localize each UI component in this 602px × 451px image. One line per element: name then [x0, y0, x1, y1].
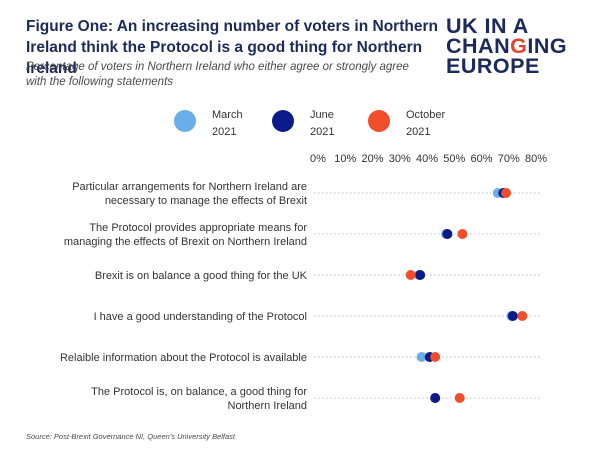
legend-year-march: 2021: [212, 126, 237, 138]
category-label: The Protocol provides appropriate means …: [89, 222, 307, 234]
legend-year-june: 2021: [310, 126, 335, 138]
x-tick-label: 60%: [470, 153, 492, 165]
chart-title-line-1: Figure One: An increasing number of vote…: [26, 18, 438, 35]
logo-line-1: UK IN A: [446, 14, 529, 38]
logo-line-2-accent: G: [510, 34, 528, 58]
data-point-october: [457, 229, 468, 239]
legend-dot-june: [272, 110, 294, 132]
category-label: necessary to manage the effects of Brexi…: [105, 195, 307, 207]
chart-subtitle-line-2: with the following statements: [26, 76, 174, 88]
legend-dot-march: [174, 110, 196, 132]
chart-subtitle-line-1: Percentage of voters in Northern Ireland…: [26, 61, 409, 73]
logo-line-2-part-a: CHAN: [446, 34, 511, 58]
logo-line-2-part-c: ING: [527, 34, 568, 58]
data-point-june: [507, 311, 518, 321]
legend-name-march: March: [212, 109, 243, 121]
logo-line-2: CHANGING: [446, 34, 586, 58]
x-tick-label: 80%: [525, 153, 547, 165]
uk-in-a-changing-europe-logo: UK IN A CHANGING EUROPE: [446, 14, 586, 78]
x-tick-label: 50%: [443, 153, 465, 165]
legend-label-october: October 2021: [406, 109, 445, 139]
legend-name-october: October: [406, 109, 446, 121]
legend-year-october: 2021: [406, 126, 431, 138]
x-tick-label: 40%: [416, 153, 438, 165]
x-tick-label: 70%: [498, 153, 520, 165]
data-point-october: [405, 270, 416, 280]
data-point-june: [430, 393, 441, 403]
data-point-june: [442, 229, 453, 239]
category-label: I have a good understanding of the Proto…: [94, 311, 307, 323]
data-point-june: [415, 270, 426, 280]
data-point-october: [430, 352, 441, 362]
category-label: Brexit is on balance a good thing for th…: [95, 270, 308, 282]
legend-label-march: March 2021: [212, 109, 243, 139]
x-tick-label: 30%: [389, 153, 411, 165]
x-tick-label: 0%: [310, 153, 326, 165]
source-note: Source: Post-Brexit Governance NI, Queen…: [26, 432, 236, 441]
category-label: Particular arrangements for Northern Ire…: [72, 181, 307, 193]
legend-dot-october: [368, 110, 390, 132]
x-tick-label: 10%: [334, 153, 356, 165]
category-label: Relaible information about the Protocol …: [60, 352, 307, 364]
data-point-october: [454, 393, 465, 403]
chart-title-line-2: Ireland think the Protocol is a good thi…: [26, 39, 423, 77]
category-label: managing the effects of Brexit on Northe…: [64, 236, 307, 248]
x-tick-label: 20%: [361, 153, 383, 165]
logo-line-3: EUROPE: [446, 54, 540, 78]
category-label: The Protocol is, on balance, a good thin…: [91, 386, 307, 398]
data-point-october: [517, 311, 528, 321]
data-point-october: [501, 188, 512, 198]
chart-title: Figure One: An increasing number of vote…: [26, 16, 446, 79]
category-label: Northern Ireland: [228, 400, 308, 412]
legend-name-june: June: [310, 109, 334, 121]
data-point-march: [416, 352, 427, 362]
chart-subtitle: Percentage of voters in Northern Ireland…: [26, 60, 456, 90]
legend-label-june: June 2021: [310, 109, 334, 139]
